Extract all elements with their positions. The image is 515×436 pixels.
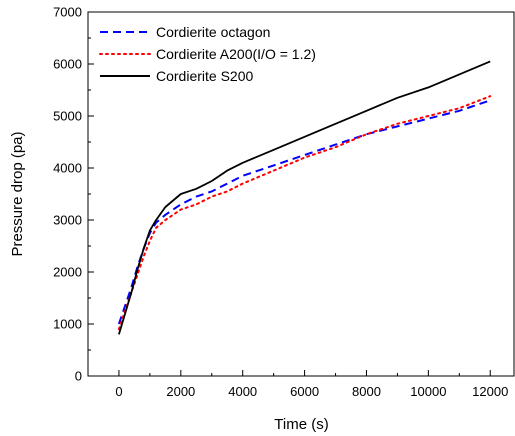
series-layer [117, 60, 492, 335]
x-tick-label: 8000 [352, 384, 381, 399]
plot-area [87, 11, 515, 377]
y-tick-label: 7000 [53, 5, 82, 20]
x-axis-title: Time (s) [274, 416, 328, 433]
legend-label-3: Cordierite S200 [156, 68, 253, 84]
y-tick-label: 2000 [53, 265, 82, 280]
x-tick-label: 4000 [228, 384, 257, 399]
x-tick-label: 6000 [290, 384, 319, 399]
x-tick-label: 12000 [472, 384, 508, 399]
y-tick-label: 4000 [53, 161, 82, 176]
series-line-3 [118, 60, 491, 335]
y-axis-title: Pressure drop (pa) [9, 131, 26, 256]
x-tick-label: 0 [115, 384, 122, 399]
legend-label-1: Cordierite octagon [156, 24, 270, 40]
y-tick-label: 5000 [53, 109, 82, 124]
legend-label-2: Cordierite A200(I/O = 1.2) [156, 46, 316, 62]
axes-layer: 0 2000 4000 6000 8000 10000 12000 0 1000 2000 3000… [53, 5, 508, 400]
x-tick-label: 10000 [410, 384, 446, 399]
series-line-1 [117, 99, 491, 325]
series-line-2 [117, 95, 492, 331]
plot-frame [87, 11, 515, 377]
legend: Cordierite octagon Cordierite A200(I/O = … [99, 24, 316, 84]
y-tick-label: 6000 [53, 57, 82, 72]
x-tick-label: 2000 [166, 384, 195, 399]
y-tick-label: 3000 [53, 213, 82, 228]
y-tick-label: 0 [75, 369, 82, 384]
y-tick-label: 1000 [53, 317, 82, 332]
